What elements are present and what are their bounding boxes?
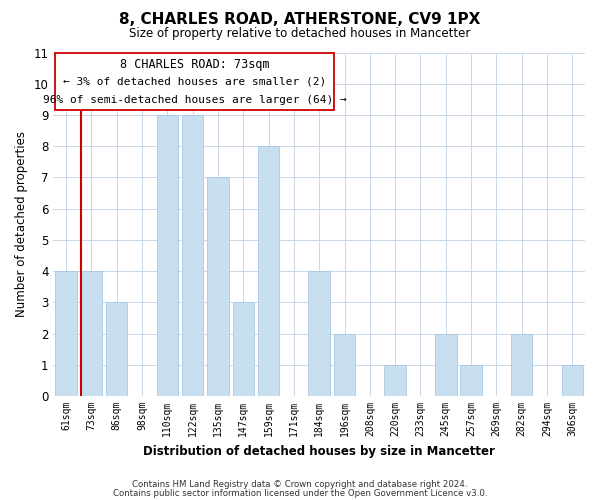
Text: Contains public sector information licensed under the Open Government Licence v3: Contains public sector information licen…	[113, 489, 487, 498]
Bar	[308, 271, 330, 396]
Text: ← 3% of detached houses are smaller (2): ← 3% of detached houses are smaller (2)	[63, 76, 326, 86]
Bar	[385, 365, 406, 396]
Bar	[334, 334, 355, 396]
Bar	[182, 115, 203, 396]
Text: Size of property relative to detached houses in Mancetter: Size of property relative to detached ho…	[130, 28, 470, 40]
Bar	[55, 271, 77, 396]
Text: 96% of semi-detached houses are larger (64) →: 96% of semi-detached houses are larger (…	[43, 95, 346, 105]
FancyBboxPatch shape	[55, 52, 334, 110]
Bar	[80, 271, 102, 396]
Bar	[207, 178, 229, 396]
Bar	[258, 146, 280, 396]
Bar	[106, 302, 127, 396]
Text: 8 CHARLES ROAD: 73sqm: 8 CHARLES ROAD: 73sqm	[120, 58, 269, 70]
Text: Contains HM Land Registry data © Crown copyright and database right 2024.: Contains HM Land Registry data © Crown c…	[132, 480, 468, 489]
X-axis label: Distribution of detached houses by size in Mancetter: Distribution of detached houses by size …	[143, 444, 495, 458]
Text: 8, CHARLES ROAD, ATHERSTONE, CV9 1PX: 8, CHARLES ROAD, ATHERSTONE, CV9 1PX	[119, 12, 481, 28]
Bar	[233, 302, 254, 396]
Bar	[562, 365, 583, 396]
Bar	[460, 365, 482, 396]
Y-axis label: Number of detached properties: Number of detached properties	[15, 132, 28, 318]
Bar	[511, 334, 532, 396]
Bar	[157, 115, 178, 396]
Bar	[435, 334, 457, 396]
